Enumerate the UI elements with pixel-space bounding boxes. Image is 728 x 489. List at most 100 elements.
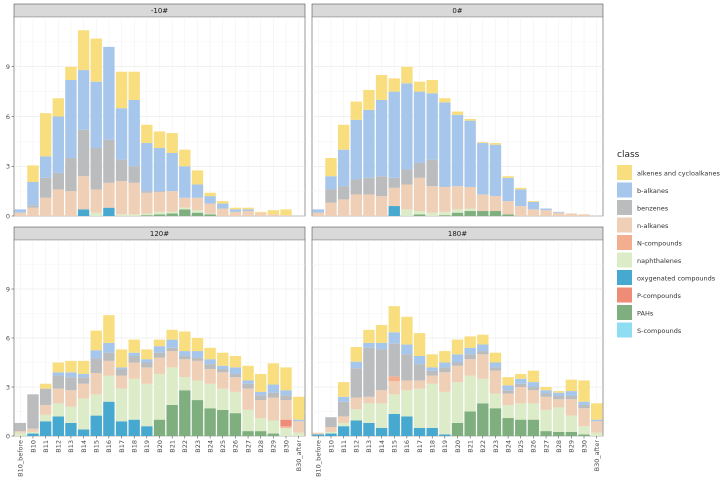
bar-segment-benzenes-b19 [439,367,451,373]
bar-segment-b-alkanes-b23 [191,351,204,358]
bar-segment-pahs-b22 [179,390,191,436]
bar-segment-pahs-b27 [242,431,254,436]
legend-label: oxygenated compounds [637,275,716,283]
bar-segment-alkenes-and-cycloalkanes-b13 [363,329,375,343]
legend-item-pahs: PAHs [617,305,654,320]
bar-segment-alkenes-and-cycloalkanes-b25 [515,187,527,190]
x-tick-label: B28 [257,440,265,453]
legend-swatch [617,217,632,233]
bar-segment-b-alkanes-b20 [153,346,166,353]
bar-segment-b-alkanes-b25 [515,189,527,207]
bar-segment-b-alkanes-b19 [439,102,451,187]
bar-segment-alkenes-and-cycloalkanes-b29 [565,379,578,392]
bar-segment-benzenes-b15 [90,148,102,190]
x-tick-label: B30_after [593,440,601,472]
bar-segment-pahs-b23 [191,212,204,216]
bar-segment-alkenes-and-cycloalkanes-b15 [388,78,400,92]
bar-segment-benzenes-b15 [388,177,400,188]
bar-segment-n-alkanes-b14 [77,176,90,210]
bar-segment-benzenes-b25 [217,369,229,373]
bar-segment-alkenes-and-cycloalkanes-b28 [255,373,267,392]
bar-segment-benzenes-b11 [337,186,350,200]
bar-segment-alkenes-and-cycloalkanes-b25 [217,352,229,366]
bar-segment-benzenes-b27 [540,393,552,397]
bar-segment-b-alkanes-b22 [477,344,489,352]
bar-segment-alkenes-and-cycloalkanes-b19 [141,124,153,144]
facet-title: 0# [452,7,462,15]
bar-segment-n-alkanes-b24 [502,201,514,215]
bar-segment-n-alkanes-b10-before [312,212,325,216]
bar-segment-n-alkanes-b21 [464,186,476,209]
bar-segment-alkenes-and-cycloalkanes-b17 [115,349,128,368]
bar-segment-alkenes-and-cycloalkanes-b20 [153,131,166,149]
x-tick-label: B30 [580,440,588,453]
bar-segment-alkenes-and-cycloalkanes-b12 [52,362,64,373]
bar-segment-n-alkanes-b16 [103,360,115,376]
bar-segment-oxygenated-compounds-b13 [363,422,375,436]
bar-segment-pahs-b21 [166,213,178,216]
x-tick-label: B20 [156,440,164,453]
bar-segment-alkenes-and-cycloalkanes-b26 [229,207,242,210]
bar-segment-alkenes-and-cycloalkanes-b30 [280,209,292,216]
bar-segment-pahs-b24 [204,214,216,216]
bar-segment-alkenes-and-cycloalkanes-b12 [52,98,64,117]
bar-segment-pahs-b23 [191,400,204,436]
x-tick-label: B13 [67,440,75,453]
x-tick-label: B21 [466,440,474,453]
bar-segment-alkenes-and-cycloalkanes-b21 [464,118,476,121]
bar-segment-n-alkanes-b11 [39,197,52,216]
bar-segment-n-alkanes-b13 [65,191,77,216]
bar-segment-b-alkanes-b15 [388,91,400,178]
bar-segment-alkenes-and-cycloalkanes-b11 [39,383,52,389]
bar-segment-alkenes-and-cycloalkanes-b22 [179,331,191,352]
bar-segment-oxygenated-compounds-b15 [90,415,102,436]
bar-segment-benzenes-b13 [65,377,77,391]
x-tick-label: B23 [492,440,500,453]
bar-segment-b-alkanes-b16 [401,83,413,170]
bar-segment-n-alkanes-b12 [52,388,64,404]
bar-segment-b-alkanes-b21 [166,152,178,192]
bar-segment-pahs-b20 [153,214,166,216]
bar-segment-b-alkanes-b30-after [292,419,305,422]
bar-segment-naphthalenes-b17 [413,211,426,215]
legend-swatch [617,182,632,198]
bar-segment-pahs-b25 [515,419,527,436]
bar-segment-naphthalenes-b20 [153,211,166,215]
bar-segment-b-alkanes-b14 [375,99,388,177]
bar-segment-n-alkanes-b13 [65,390,77,407]
bar-segment-alkenes-and-cycloalkanes-b23 [489,352,502,363]
bar-segment-b-alkanes-b17 [413,355,426,365]
bar-segment-naphthalenes-b26 [229,391,242,414]
bar-segment-b-alkanes-b14 [77,373,90,378]
bar-segment-b-alkanes-b12 [350,119,362,180]
x-tick-label: B24 [206,440,214,453]
bar-segment-naphthalenes-b25 [217,388,229,410]
bar-segment-alkenes-and-cycloalkanes-b16 [103,315,115,343]
bar-segment-n-alkanes-b16 [401,380,413,391]
bar-segment-b-alkanes-b15 [90,81,102,149]
bar-segment-n-alkanes-b30 [578,408,590,427]
bar-segment-benzenes-b11 [337,401,350,417]
bar-segment-n-alkanes-b21 [464,359,476,376]
bar-segment-alkenes-and-cycloalkanes-b14 [375,324,388,343]
bar-segment-b-alkanes-b19 [141,359,153,363]
bar-segment-alkenes-and-cycloalkanes-b21 [166,329,178,340]
x-tick-label: B14 [80,440,88,453]
x-tick-label: B23 [194,440,202,453]
bar-segment-benzenes-b28 [255,395,267,401]
bar-segment-naphthalenes-b24 [204,213,216,215]
bar-segment-n-alkanes-b10-before [312,432,325,435]
x-tick-label: B15 [391,440,399,453]
bar-segment-pahs-b21 [166,404,178,436]
bar-segment-n-alkanes-b30 [578,214,590,216]
bar-segment-benzenes-b10-before [14,422,27,432]
bar-segment-n-alkanes-b29 [565,399,578,416]
bar-segment-n-alkanes-b15 [388,381,400,395]
bar-segment-b-alkanes-b19 [439,362,451,368]
bar-segment-n-alkanes-b19 [439,372,451,392]
bar-segment-benzenes-b12 [350,179,362,195]
bar-segment-alkenes-and-cycloalkanes-b13 [363,89,375,110]
bar-segment-n-alkanes-b17 [115,181,128,215]
x-tick-label: B13 [365,440,373,453]
x-tick-label: B15 [93,440,101,453]
